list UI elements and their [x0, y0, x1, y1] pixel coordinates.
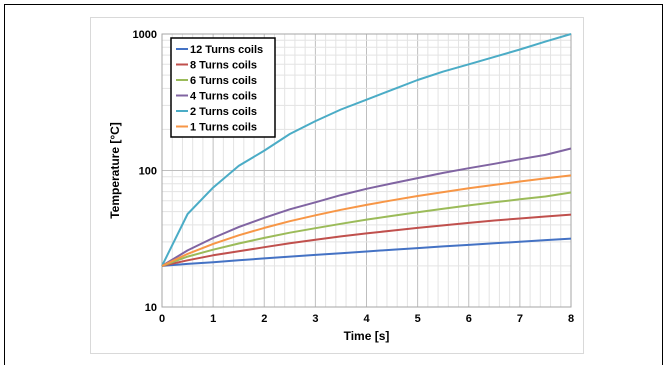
x-tick-label: 4 [363, 313, 370, 325]
x-tick-label: 2 [261, 313, 267, 325]
series-line [161, 147, 572, 267]
x-tick-label: 3 [312, 313, 318, 325]
legend-label: 4 Turns coils [190, 91, 257, 103]
series-lines [161, 33, 572, 267]
x-tick-label: 1 [210, 313, 216, 325]
legend-label: 6 Turns coils [190, 75, 257, 87]
line-chart: 0 1 2 3 4 5 6 7 8 10 100 1000 12 Turns coils 8 Turns… [108, 29, 575, 343]
legend-label: 1 Turns coils [190, 122, 257, 134]
y-tick-label: 10 [145, 302, 157, 314]
legend-label: 2 Turns coils [190, 106, 257, 118]
chart-area: 0 1 2 3 4 5 6 7 8 10 100 1000 12 Turns coils 8 Turns… [90, 17, 584, 354]
legend-label: 8 Turns coils [190, 60, 257, 72]
plot-border [161, 33, 572, 308]
x-tick-label: 8 [568, 313, 574, 325]
x-axis-label: Time [s] [344, 329, 390, 343]
y-tick-label: 100 [139, 166, 157, 178]
y-axis-label: Temperature [°C] [108, 122, 122, 219]
x-tick-label: 0 [159, 313, 165, 325]
x-tick-label: 7 [517, 313, 523, 325]
series-line [161, 237, 572, 267]
series-line [161, 33, 572, 267]
series-line [161, 191, 572, 267]
y-tick-label: 1000 [133, 29, 157, 41]
x-tick-label: 5 [415, 313, 421, 325]
legend: 12 Turns coils 8 Turns coils 6 Turns coils… [170, 37, 276, 138]
legend-label: 12 Turns coils [190, 44, 263, 56]
axes: 0 1 2 3 4 5 6 7 8 10 100 1000 [133, 29, 575, 325]
x-tick-label: 6 [466, 313, 472, 325]
series-line [161, 174, 572, 267]
series-line [161, 213, 572, 267]
legend-box [170, 37, 276, 138]
figure-frame [4, 4, 663, 365]
